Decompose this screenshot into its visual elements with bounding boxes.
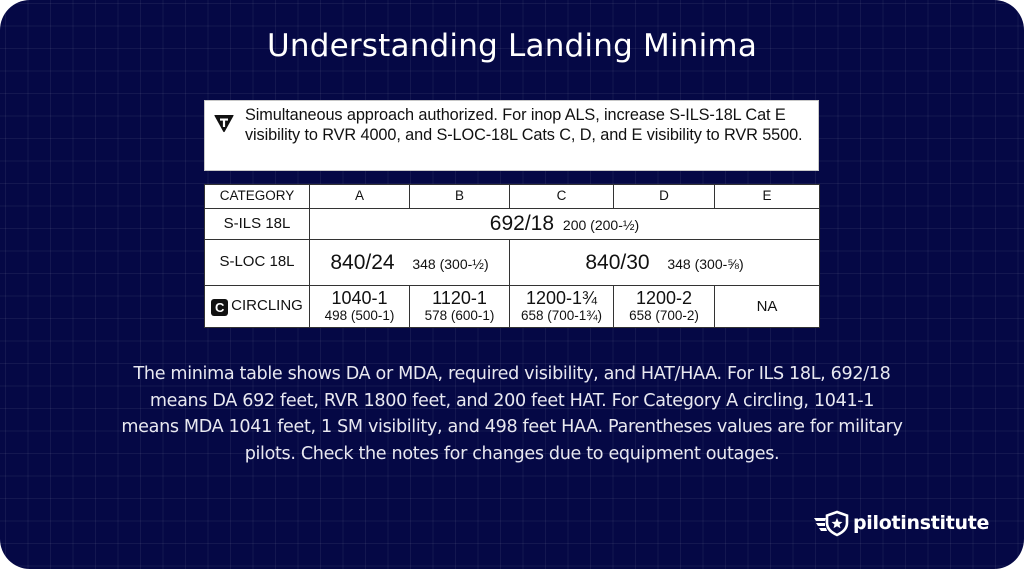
ils-da-rvr: 692/18 [489,212,555,236]
table-row-circling: C CIRCLING 1040-1 498 (500-1) 1120-1 578 … [204,285,820,328]
circling-c-icon: C [211,298,229,316]
row-label-circling: C CIRCLING [204,285,310,328]
header-cat-a: A [309,184,410,209]
circling-c-haa: 658 (700-1¾) [520,307,603,323]
circling-cat-d: 1200-2 658 (700-2) [613,285,715,328]
pilot-institute-logo: pilotinstitute [812,508,989,538]
loc-cde-hat: 348 (300-⅝) [667,255,744,272]
loc-ab-minima-cell: 840/24 348 (300-½) [309,239,510,286]
explanation-text: The minima table shows DA or MDA, requir… [121,364,903,464]
table-header-row: CATEGORY A B C D E [204,184,820,209]
circling-d-mda: 1200-2 [635,288,693,309]
header-cat-e: E [714,184,820,209]
loc-cde-minima-cell: 840/30 348 (300-⅝) [509,239,820,286]
circling-a-mda: 1040-1 [331,288,388,309]
table-row-loc: S-LOC 18L 840/24 348 (300-½) 840/30 348 … [204,239,820,286]
circling-c-mda: 1200-1¾ [525,288,598,309]
loc-cde-mda-rvr: 840/30 [585,250,650,274]
table-row-ils: S-ILS 18L 692/18 200 (200-½) [204,208,820,240]
circling-cat-c: 1200-1¾ 658 (700-1¾) [509,285,614,328]
alternate-minimums-triangle-icon [214,115,234,133]
row-label-ils: S-ILS 18L [204,208,310,240]
circling-cat-b: 1120-1 578 (600-1) [409,285,510,328]
notes-text: Simultaneous approach authorized. For in… [245,106,803,144]
circling-label: CIRCLING [231,296,303,314]
header-cat-b: B [409,184,510,209]
circling-cat-e: NA [714,285,820,328]
header-category: CATEGORY [204,184,310,209]
page-title: Understanding Landing Minima [266,28,758,64]
circling-cat-a: 1040-1 498 (500-1) [309,285,410,328]
minima-table: CATEGORY A B C D E S-ILS 18L 692/18 200 … [204,184,820,328]
ils-minima-cell: 692/18 200 (200-½) [309,208,820,240]
circling-e-na: NA [756,297,778,315]
circling-d-haa: 658 (700-2) [629,307,699,323]
header-cat-d: D [613,184,715,209]
notes-box: Simultaneous approach authorized. For in… [204,100,819,171]
loc-ab-mda-rvr: 840/24 [330,250,395,274]
logo-text: pilotinstitute [853,512,990,534]
header-cat-c: C [509,184,614,209]
loc-ab-hat: 348 (300-½) [412,255,489,272]
circling-b-haa: 578 (600-1) [424,307,495,323]
winged-shield-star-icon [814,510,849,537]
circling-a-haa: 498 (500-1) [324,307,395,323]
row-label-loc: S-LOC 18L [204,239,310,286]
circling-b-mda: 1120-1 [432,288,487,309]
ils-hat: 200 (200-½) [562,217,640,234]
